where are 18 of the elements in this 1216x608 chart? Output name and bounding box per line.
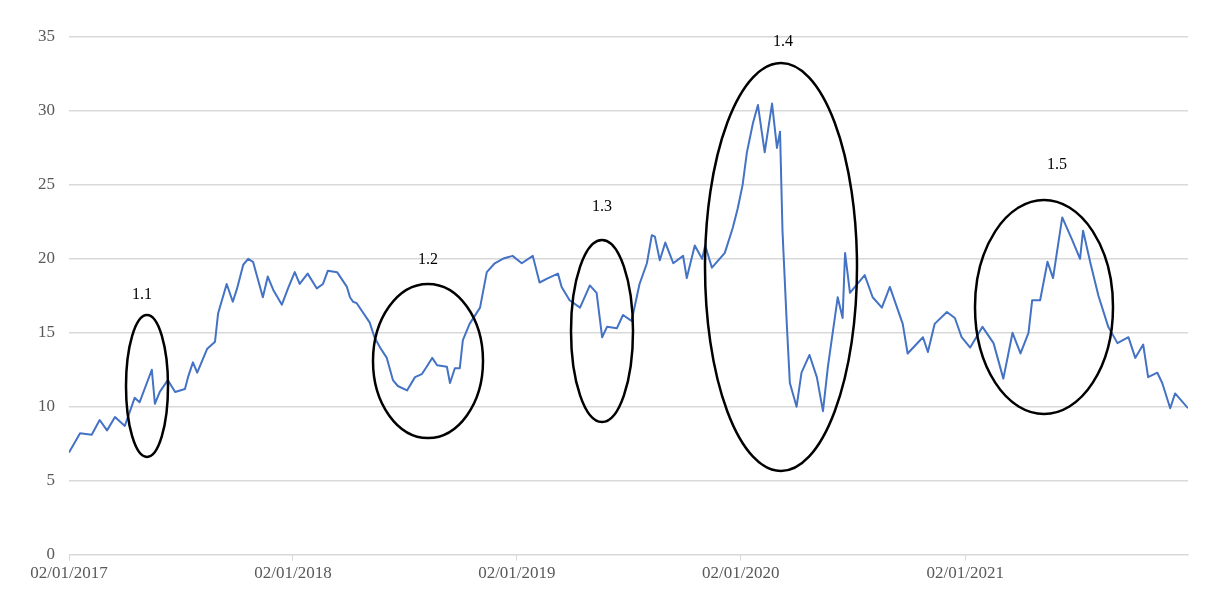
- x-tick-label: 02/01/2021: [926, 563, 1005, 583]
- annotation: 1.2: [418, 250, 438, 268]
- annotation: 1.4: [773, 32, 793, 50]
- y-tick-label: 20: [38, 248, 55, 268]
- y-tick-label: 35: [38, 26, 55, 46]
- y-tick-label: 0: [46, 544, 55, 564]
- x-tick-label: 02/01/2020: [702, 563, 780, 583]
- y-tick-label: 5: [46, 470, 55, 490]
- x-tick-label: 02/01/2018: [254, 563, 332, 583]
- x-tick-label: 02/01/2017: [30, 563, 109, 583]
- y-tick-label: 10: [38, 396, 55, 416]
- y-tick-label: 15: [38, 322, 55, 342]
- annotation: 1.5: [1047, 155, 1067, 173]
- annotation: 1.1: [132, 285, 152, 303]
- x-tick-label: 02/01/2019: [478, 563, 556, 583]
- y-tick-label: 25: [38, 174, 55, 194]
- y-tick-label: 30: [38, 100, 55, 120]
- annotation: 1.3: [592, 197, 612, 215]
